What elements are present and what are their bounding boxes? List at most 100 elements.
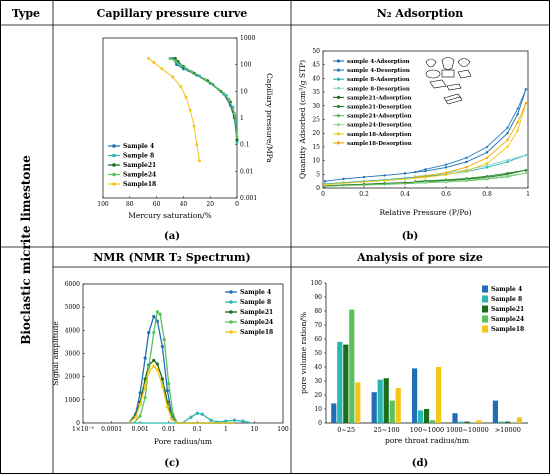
legend-label-sample-8: Sample 8 [491,296,522,303]
panel-label-c: (c) [164,458,180,469]
data-point-sample-4 [152,314,156,319]
legend-label-sample18-desorption: sample18-Desorption [347,141,412,147]
y-tick-label: 40 [312,75,320,82]
data-point-sample-4-adsorption [323,179,327,183]
bar-sample-8-0-25 [337,341,343,423]
data-point-sample-4-desorption [444,163,448,166]
data-point-sample24 [152,331,156,335]
legend-marker [112,182,116,186]
data-point-sample18 [179,85,183,89]
bar-sample21-25-100 [383,378,389,423]
legend-marker [336,123,341,127]
data-point-sample18-adsorption [444,173,448,177]
data-point-sample-4-desorption [516,107,519,110]
data-point-sample-4-desorption [414,170,417,174]
data-point-sample24-adsorption [362,183,366,187]
data-point-sample18 [197,159,201,163]
y-tick-label: 0 [316,185,320,192]
y-tick-label: 20 [314,392,322,399]
x-tick-label: 40 [180,201,188,208]
data-point-sample18-adsorption [516,129,519,132]
bar-sample24-0-25 [349,309,355,423]
data-point-sample24-adsorption [342,184,345,187]
data-point-sample24-desorption [465,178,468,182]
data-point-sample18 [192,124,196,128]
y-tick-label: 100 [240,62,252,69]
y-tick-label: 25 [312,117,320,124]
legend-swatch [482,315,488,323]
data-point-sample24 [171,412,175,416]
data-point-sample18-adsorption [342,182,345,185]
y-axis-label: Signal amplitude [51,321,60,386]
data-point-sample-4-adsorption [506,132,509,135]
y-tick-label: 0.001 [240,195,257,202]
y-tick-label: 30 [314,378,322,385]
y-tick-label: 35 [312,89,320,96]
y-tick-label: 50 [312,48,320,55]
data-point-sample21 [143,377,147,381]
data-point-sample24 [179,63,183,67]
bar-sample-4-100-1000 [412,368,418,423]
data-point-sample24-desorption [444,180,448,183]
nmr-t2-chart: 1×10⁻⁵ 0.0001 0.001 0.01 0.1 1 10 1000100020003… [51,281,289,446]
data-point-sample18 [155,368,159,372]
data-point-sample18 [160,384,164,388]
y-tick-label: 50 [314,350,322,357]
y-tick-label: 20 [312,130,320,137]
y-tick-label: 80 [314,308,322,315]
panel-label-d: (d) [412,458,428,469]
y-tick-label: 30 [312,103,320,110]
x-tick-label: 20 [206,201,214,208]
data-point-sample-8-desorption [506,158,509,162]
data-point-sample18-desorption [506,138,509,142]
data-point-sample21-desorption [524,168,528,172]
legend-marker [112,153,116,158]
legend-swatch [482,325,488,333]
y-axis-label: pore volume ration/% [299,312,308,394]
legend-swatch [482,295,488,303]
bar-sample-8-1000-10000 [458,421,464,423]
bar-sample24-1000-10000 [470,422,476,423]
x-tick-label: 25~100 [374,426,400,434]
data-point-sample24-desorption [485,176,489,180]
data-point-sample-4-desorption [524,88,528,91]
series-line-sample-4-adsorption [324,89,527,182]
panel-label-b: (b) [402,231,418,242]
header-n2: N₂ Adsorption [377,7,464,20]
legend-marker [336,86,341,90]
legend-label-sample21-desorption: sample21-Desorption [347,105,412,111]
x-tick-label: 0 [235,201,239,208]
series-line-sample18-desorption [415,102,527,178]
data-point-sample18-adsorption [323,183,327,186]
series-line-sample-4-desorption [415,89,527,173]
legend-label-sample18: Sample18 [123,181,156,188]
data-point-sample18 [188,108,192,112]
legend-marker [336,104,341,109]
data-point-sample-4-adsorption [383,174,386,177]
legend-marker [336,132,341,136]
data-point-sample18 [171,75,175,79]
pore-size-chart: 0 10 20 30 40 50 60 70 80 90 100 0~25 25~100 100~1000… [299,280,528,445]
y-tick-label: 10 [314,406,322,413]
data-point-sample21 [160,377,164,381]
x-tick-label: 100 [277,426,289,433]
data-point-sample18-adsorption [485,162,489,165]
data-point-sample-4-adsorption [516,112,519,116]
data-point-sample-4 [143,356,147,360]
data-point-sample24 [143,395,147,400]
x-tick-label: 1 [224,426,228,433]
x-tick-label: 0.01 [162,426,175,433]
data-point-sample18-desorption [414,176,417,179]
legend-marker [336,77,341,81]
y-tick-label: 4000 [65,327,80,334]
data-point-sample24 [216,87,220,91]
bar-sample-4-25-100 [371,392,377,423]
y-tick-label: 1000 [65,397,80,404]
data-point-sample-8 [224,419,228,423]
row-label: Bioclastic micrite limestone [19,155,33,345]
header-capillary: Capillary pressure curve [97,7,248,20]
bar-sample21-100-1000 [424,409,430,423]
legend-label-sample21-adsorption: sample21-Adsorption [347,95,412,101]
y-tick-label: 70 [314,322,322,329]
